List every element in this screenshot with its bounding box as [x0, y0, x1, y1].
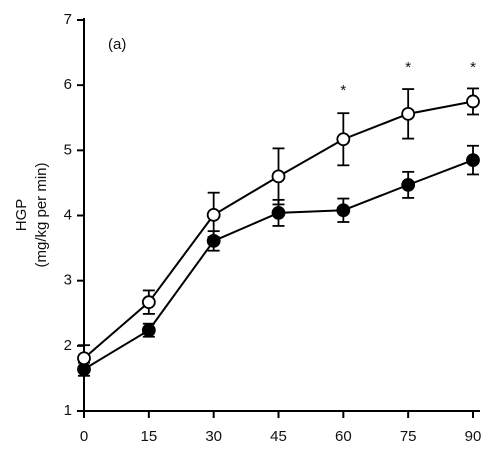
y-tick-label: 4 [64, 206, 72, 223]
x-tick-label: 15 [140, 428, 157, 445]
x-tick-label: 0 [80, 428, 88, 445]
y-label-line: HGP [13, 199, 30, 232]
y-tick-label: 7 [64, 11, 72, 28]
y-tick-label: 2 [64, 337, 72, 354]
significance-marker: * [470, 59, 476, 76]
x-tick-label: 90 [465, 428, 482, 445]
x-tick-label: 60 [335, 428, 352, 445]
data-point [271, 169, 286, 184]
data-point [336, 132, 351, 147]
data-point [336, 203, 351, 218]
y-axis-label: HGP (mg/kg per min) [13, 162, 50, 267]
y-tick-label: 6 [64, 76, 72, 93]
data-point [141, 295, 156, 310]
data-point [141, 323, 156, 338]
data-point [206, 207, 221, 222]
y-tick-label: 1 [64, 402, 72, 419]
x-tick-label: 45 [270, 428, 287, 445]
data-point [466, 94, 480, 109]
data-point [77, 351, 91, 366]
data-point [401, 177, 416, 192]
y-tick-label: 5 [64, 141, 72, 158]
x-tick-label: 75 [400, 428, 417, 445]
y-tick-label: 3 [64, 272, 72, 289]
x-tick-label: 30 [205, 428, 222, 445]
data-point [206, 234, 221, 248]
data-point [271, 205, 286, 220]
significance-marker: * [405, 59, 411, 76]
data-point [466, 153, 480, 168]
data-point [401, 106, 416, 121]
series-line [83, 100, 474, 359]
y-label-line: (mg/kg per min) [33, 162, 50, 267]
significance-marker: * [340, 82, 346, 99]
panel-label: (a) [108, 36, 126, 53]
